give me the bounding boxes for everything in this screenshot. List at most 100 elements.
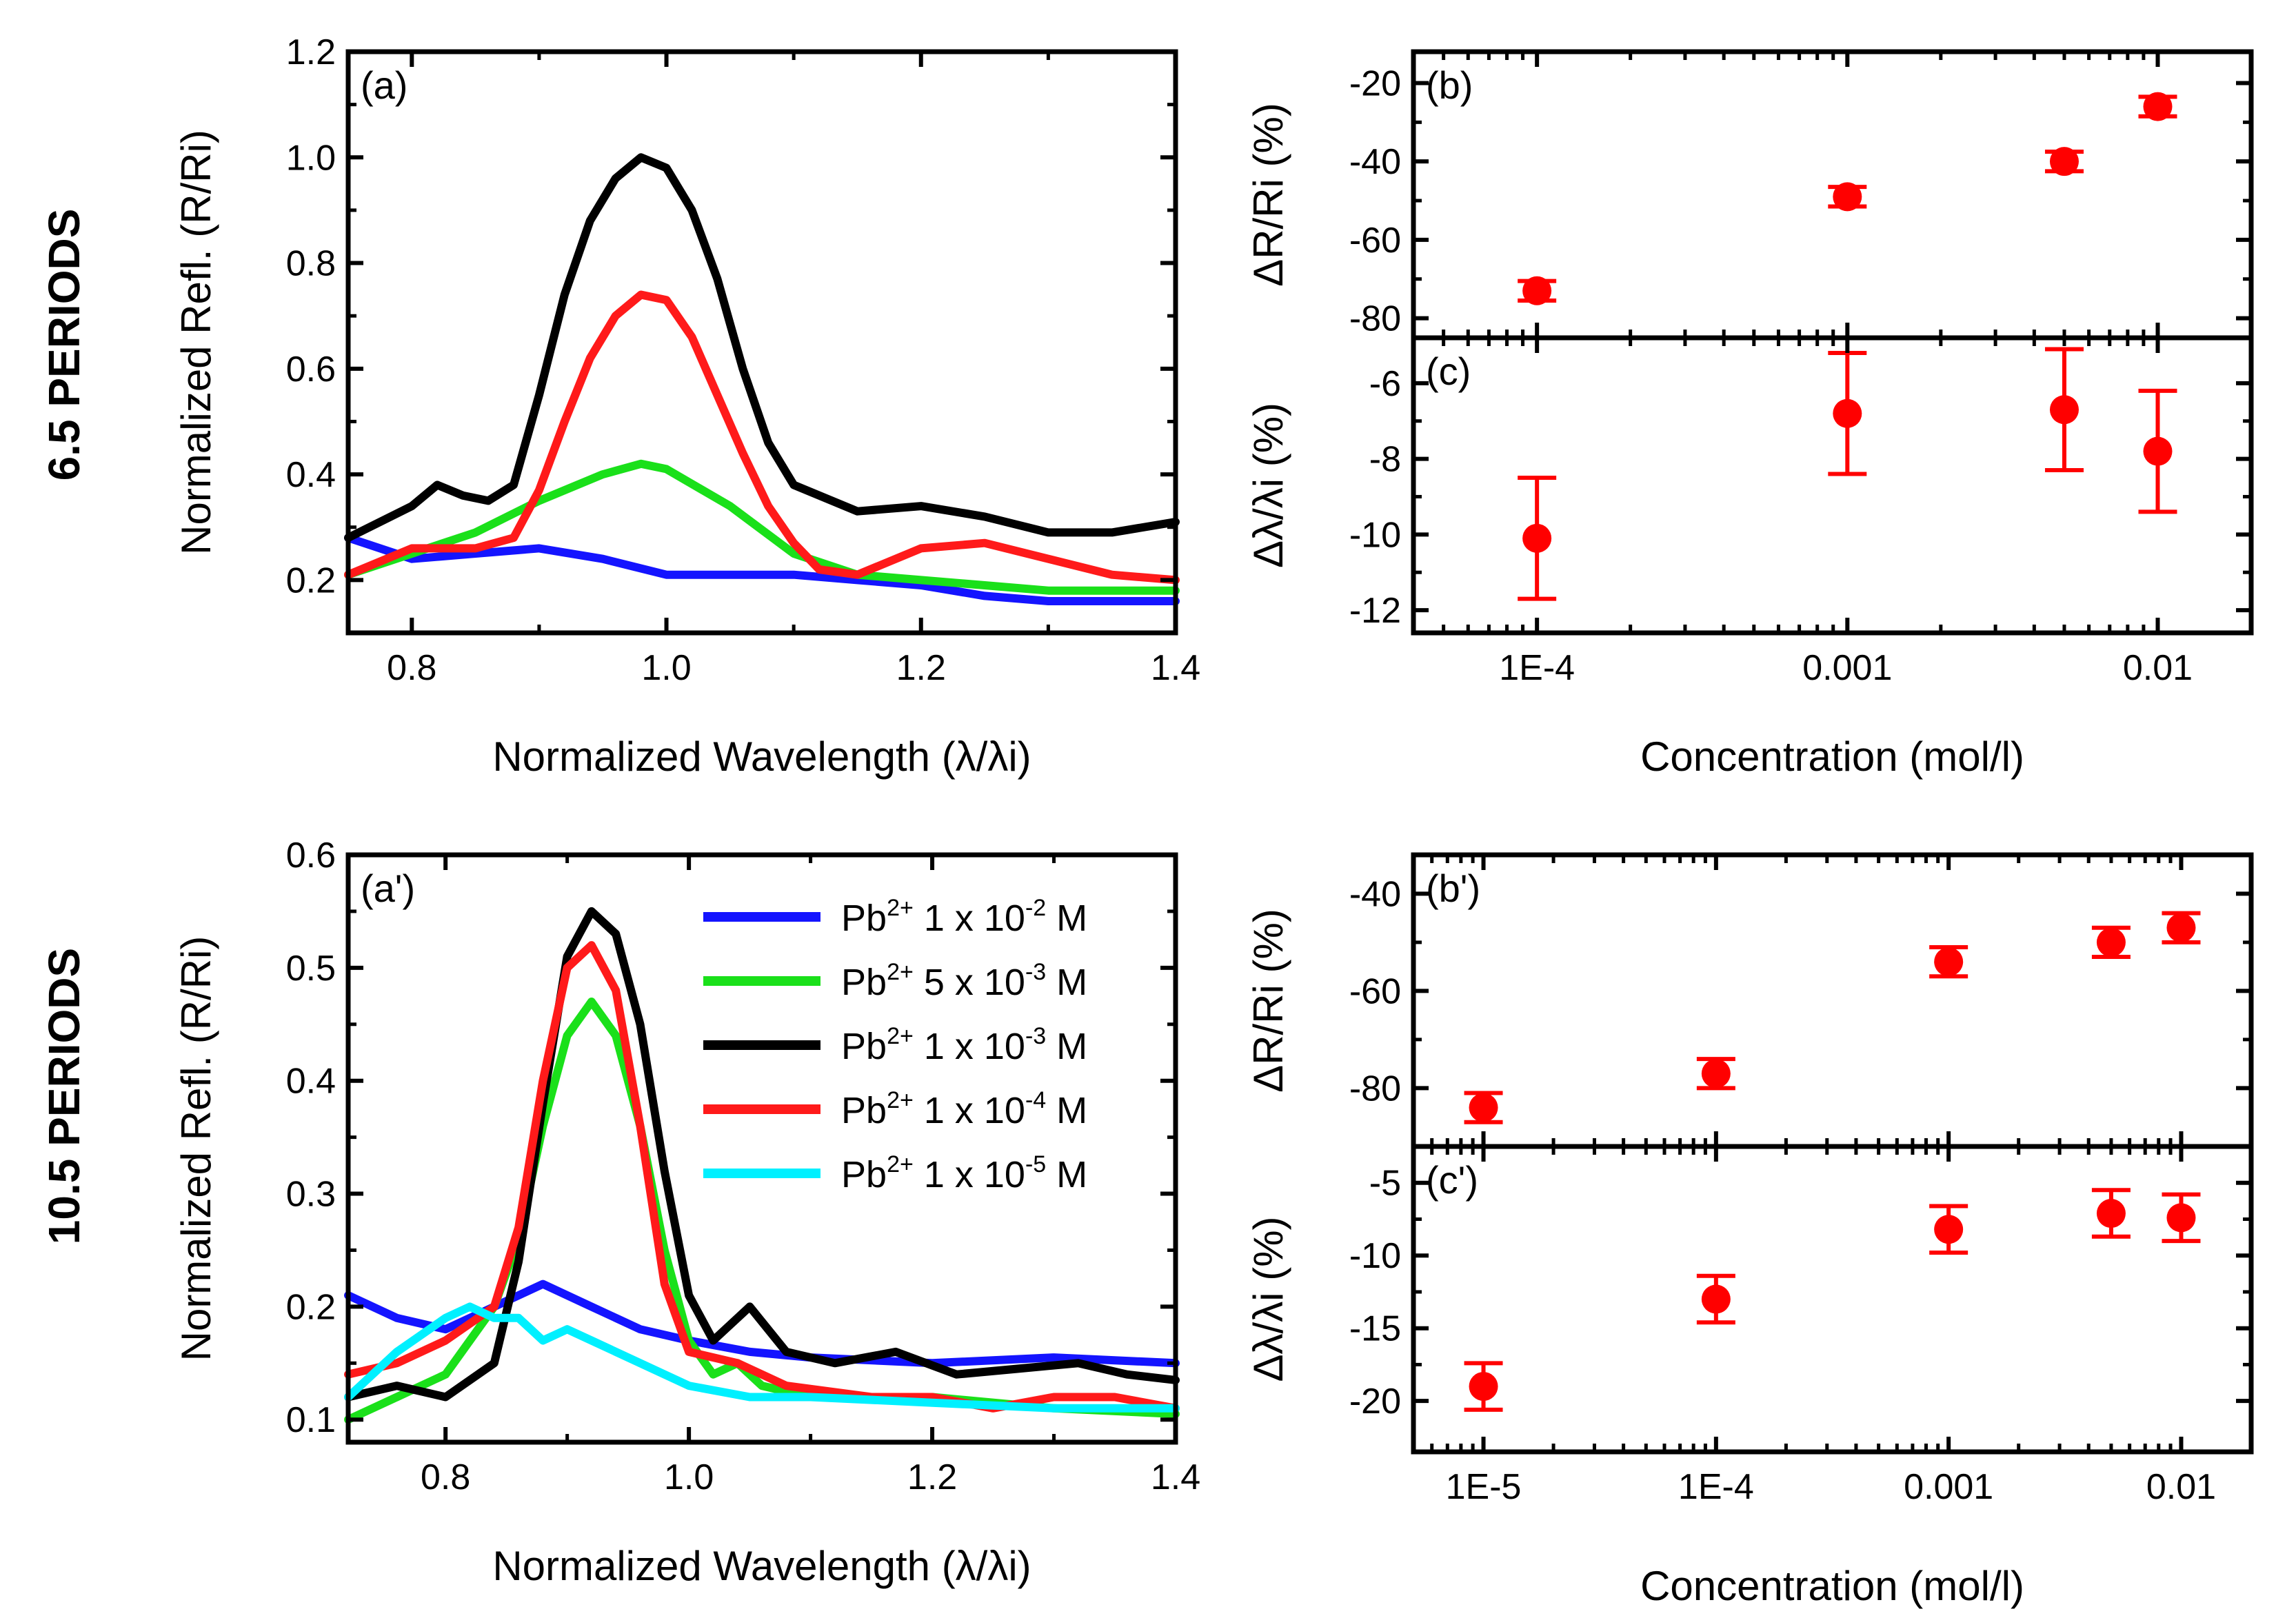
x-tick-label-a-prime: 1.4 xyxy=(1151,1457,1200,1497)
y-tick-label-a: 0.6 xyxy=(286,350,336,390)
x-tick-label-c: 1E-4 xyxy=(1499,648,1575,688)
y-tick-label-c-prime: -20 xyxy=(1349,1382,1401,1422)
panel-label-b-prime: (b') xyxy=(1426,867,1480,910)
panel-label-a: (a) xyxy=(361,63,407,107)
legend-text-part: 1 x 10 xyxy=(914,1154,1025,1195)
y-axis-title-c-prime: Δλ/λi (%) xyxy=(1245,1216,1291,1382)
x-axis-title-a: Normalized Wavelength (λ/λi) xyxy=(492,734,1031,780)
y-tick-label-c: -6 xyxy=(1369,364,1401,404)
series-line-cyan xyxy=(344,1302,1180,1413)
plot-frame-a-prime xyxy=(345,852,1178,1445)
legend-text-part: 5 x 10 xyxy=(914,962,1025,1003)
legend-text-part: Pb xyxy=(841,1026,887,1067)
legend-label-black: Pb2+ 1 x 10-3 M xyxy=(841,1023,1087,1067)
y-axis-title-a-prime: Normalized Refl. (R/Ri) xyxy=(173,936,219,1362)
legend-text-part: -5 xyxy=(1025,1151,1046,1177)
plot-frame-c-prime xyxy=(1411,1144,2254,1455)
x-tick-label-c-prime: 0.01 xyxy=(2146,1467,2216,1507)
data-point xyxy=(2143,92,2173,121)
y-axis-title-c: Δλ/λi (%) xyxy=(1245,403,1291,568)
data-point xyxy=(2166,913,2196,942)
x-tick-label-a-prime: 1.2 xyxy=(907,1457,957,1497)
legend-text-part: 1 x 10 xyxy=(914,1026,1025,1067)
data-point xyxy=(2166,1203,2196,1233)
y-axis-title-b: ΔR/Ri (%) xyxy=(1245,103,1291,287)
y-tick-label-c-prime: -5 xyxy=(1369,1164,1401,1204)
legend-label-red: Pb2+ 1 x 10-4 M xyxy=(841,1087,1087,1131)
y-tick-label-c-prime: -10 xyxy=(1349,1236,1401,1276)
y-tick-label-a: 0.4 xyxy=(286,455,336,495)
data-point xyxy=(2143,436,2173,466)
legend-text-part: M xyxy=(1046,1154,1087,1195)
y-tick-label-b-prime: -80 xyxy=(1349,1069,1401,1109)
series-group-a xyxy=(344,153,1180,605)
data-point xyxy=(2049,147,2079,176)
series-line-blue xyxy=(344,534,1180,605)
data-point xyxy=(2096,1199,2126,1228)
y-tick-label-c-prime: -15 xyxy=(1349,1309,1401,1349)
y-tick-label-c: -12 xyxy=(1349,591,1401,631)
x-tick-label-a: 1.2 xyxy=(896,648,946,688)
series-line-black xyxy=(344,153,1180,543)
y-tick-label-c: -8 xyxy=(1369,440,1401,480)
data-point xyxy=(1833,398,1862,428)
x-axis-title-c: Concentration (mol/l) xyxy=(1640,734,2024,780)
y-axis-title-a: Normalized Refl. (R/Ri) xyxy=(173,130,219,555)
y-tick-label-b: -80 xyxy=(1349,299,1401,339)
y-tick-label-c: -10 xyxy=(1349,515,1401,555)
legend-text-part: 1 x 10 xyxy=(914,1090,1025,1131)
legend-label-cyan: Pb2+ 1 x 10-5 M xyxy=(841,1151,1087,1195)
points-group-c-prime xyxy=(1464,1188,2201,1412)
legend-text-part: 2+ xyxy=(887,1023,914,1049)
y-tick-label-b: -40 xyxy=(1349,142,1401,182)
x-axis-title-c-prime: Concentration (mol/l) xyxy=(1640,1563,2024,1609)
x-tick-label-c: 0.001 xyxy=(1802,648,1892,688)
data-point xyxy=(1469,1093,1498,1122)
plot-layer: 0.2 0.4 0.6 0.8 1.0 1.2 0.8 1.0 1.2 1.4 (a) Normali… xyxy=(173,32,2254,1609)
y-tick-label-a-prime: 0.2 xyxy=(286,1287,336,1327)
legend-text-part: M xyxy=(1046,962,1087,1003)
legend-text-part: Pb xyxy=(841,1154,887,1195)
y-tick-label-a: 0.8 xyxy=(286,244,336,284)
legend-text-part: 1 x 10 xyxy=(914,898,1025,939)
y-tick-label-a-prime: 0.4 xyxy=(286,1062,336,1102)
legend-text-part: 2+ xyxy=(887,959,914,985)
legend-text-part: -3 xyxy=(1025,959,1046,985)
x-tick-label-a-prime: 0.8 xyxy=(421,1457,470,1497)
legend-text-part: 2+ xyxy=(887,895,914,921)
panel-label-c: (c) xyxy=(1426,350,1471,393)
y-tick-label-a: 0.2 xyxy=(286,560,336,600)
y-tick-label-b-prime: -40 xyxy=(1349,874,1401,914)
legend-text-part: -3 xyxy=(1025,1023,1046,1049)
x-tick-label-a: 1.0 xyxy=(641,648,691,688)
legend-text-part: 2+ xyxy=(887,1151,914,1177)
row-title-bottom: 10.5 PERIODS xyxy=(39,948,89,1244)
y-axis-title-b-prime: ΔR/Ri (%) xyxy=(1245,909,1291,1093)
y-tick-label-a-prime: 0.6 xyxy=(286,836,336,876)
data-point xyxy=(1469,1372,1498,1402)
legend-text-part: M xyxy=(1046,1026,1087,1067)
x-tick-label-a: 1.4 xyxy=(1151,648,1200,688)
panel-label-b: (b) xyxy=(1426,63,1473,107)
y-tick-label-a: 1.0 xyxy=(286,138,336,178)
points-group-c xyxy=(1518,347,2177,601)
y-tick-label-b: -60 xyxy=(1349,221,1401,261)
data-point xyxy=(1701,1284,1731,1314)
y-tick-label-a-prime: 0.3 xyxy=(286,1175,336,1215)
legend-text-part: Pb xyxy=(841,962,887,1003)
data-point xyxy=(1701,1059,1731,1089)
x-tick-label-c-prime: 1E-5 xyxy=(1446,1467,1522,1507)
series-line-green xyxy=(344,459,1180,595)
x-tick-label-c-prime: 0.001 xyxy=(1904,1467,1993,1507)
series-group-a-prime xyxy=(344,907,1180,1424)
plot-frame-a xyxy=(345,49,1178,636)
data-point xyxy=(1522,523,1552,553)
legend-label-green: Pb2+ 5 x 10-3 M xyxy=(841,959,1087,1003)
y-tick-label-a-prime: 0.5 xyxy=(286,949,336,989)
legend-text-part: M xyxy=(1046,1090,1087,1131)
legend-text-part: Pb xyxy=(841,1090,887,1131)
y-tick-label-b: -20 xyxy=(1349,63,1401,103)
y-tick-label-b-prime: -60 xyxy=(1349,971,1401,1011)
